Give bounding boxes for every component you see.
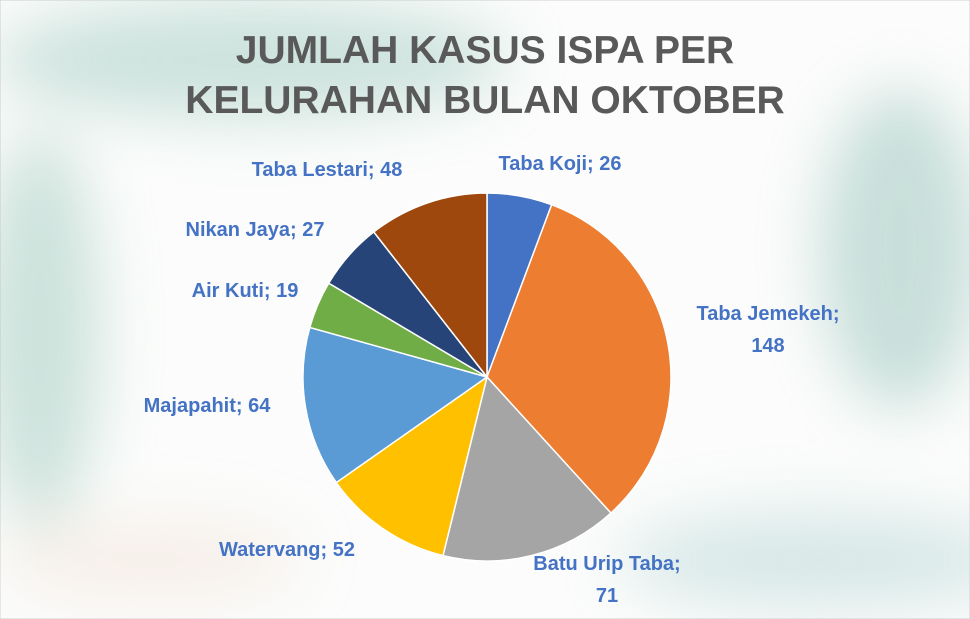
data-label: Taba Lestari; 48 — [252, 159, 403, 181]
pie — [302, 192, 672, 562]
data-label: Taba Koji; 26 — [499, 153, 622, 175]
chart-title: JUMLAH KASUS ISPA PER KELURAHAN BULAN OK… — [185, 29, 785, 122]
pie-slice — [486, 203, 672, 515]
data-label: Batu Urip Taba; 71 — [533, 553, 680, 607]
label-line: Batu Urip Taba; — [533, 553, 680, 575]
label-line: Taba Jemekeh; — [696, 303, 839, 325]
pie-slice — [302, 326, 489, 484]
label-line: 71 — [596, 585, 618, 607]
data-label: Majapahit; 64 — [144, 395, 272, 417]
data-label: Air Kuti; 19 — [192, 280, 299, 302]
pie-slice — [372, 192, 488, 380]
label-line: 148 — [751, 335, 784, 357]
data-label: Nikan Jaya; 27 — [186, 219, 325, 241]
pie-slice — [442, 375, 612, 562]
data-label: Watervang; 52 — [219, 539, 355, 561]
data-label: Taba Jemekeh; 148 — [696, 303, 839, 357]
pie-slice — [335, 375, 489, 557]
